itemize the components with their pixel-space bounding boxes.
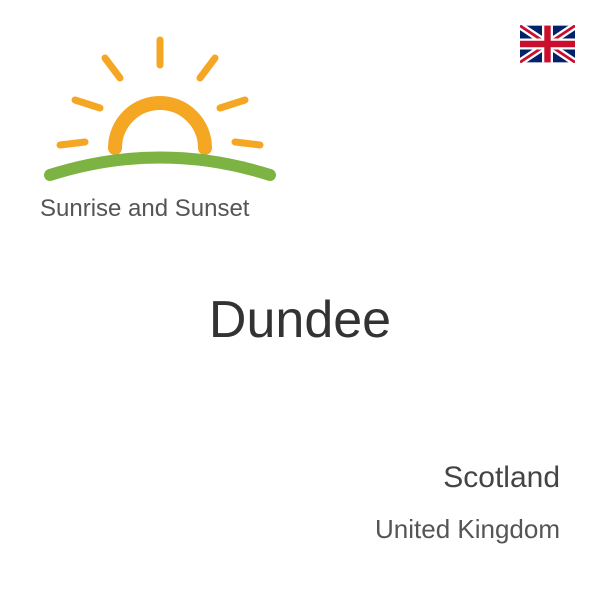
country-name: United Kingdom [375,514,560,545]
region-name: Scotland [443,461,560,495]
city-name: Dundee [0,290,600,350]
sunrise-logo [30,30,280,210]
uk-flag-icon [520,25,575,63]
tagline-text: Sunrise and Sunset [40,195,249,223]
